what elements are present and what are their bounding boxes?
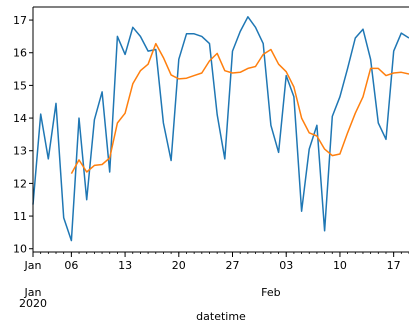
x-axis-label: datetime [196, 310, 246, 323]
x-major-label: 2020 [19, 297, 47, 310]
series-1-line [32, 16, 409, 242]
x-tick-label: 20 [172, 259, 186, 272]
y-tick-label: 14 [13, 112, 27, 125]
x-tick-label: 17 [387, 259, 401, 272]
y-tick-label: 10 [13, 243, 27, 256]
y-ticks: 10 11 12 13 14 15 16 17 [13, 14, 33, 256]
plot-area [33, 7, 409, 252]
x-ticks: Jan 06 13 20 27 03 10 17 [24, 252, 409, 272]
x-tick-label: 06 [64, 259, 78, 272]
axes-layer [32, 6, 409, 253]
y-tick-label: 12 [13, 177, 27, 190]
x-major-label: Jan [24, 286, 42, 299]
series-layer [32, 16, 409, 242]
y-tick-label: 15 [13, 79, 27, 92]
series-2-line [70, 42, 409, 174]
y-tick-label: 13 [13, 145, 27, 158]
x-tick-label: 03 [279, 259, 293, 272]
x-tick-label: 10 [333, 259, 347, 272]
y-tick-label: 17 [13, 14, 27, 27]
x-major-label: Feb [261, 286, 280, 299]
x-tick-label: 13 [118, 259, 132, 272]
x-tick-label: 27 [226, 259, 240, 272]
x-tick-label: Jan [24, 259, 42, 272]
y-tick-label: 11 [13, 210, 27, 223]
y-tick-label: 16 [13, 47, 27, 60]
